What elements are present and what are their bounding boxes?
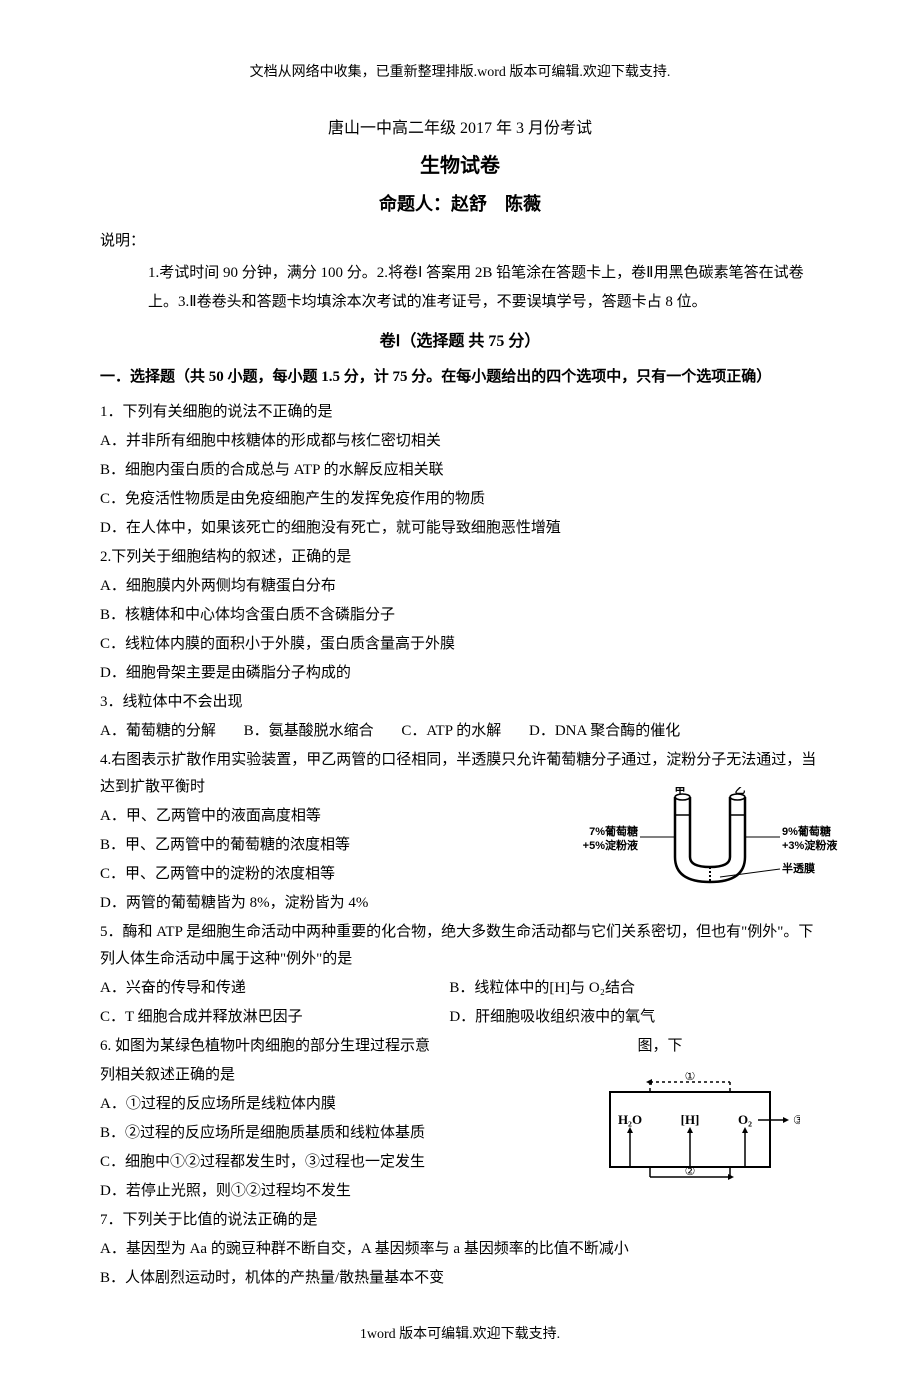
q6-stem-line1: 6. 如图为某绿色植物叶肉细胞的部分生理过程示意 图，下 [100,1033,820,1060]
q2-option-d: D．细胞骨架主要是由磷脂分子构成的 [100,660,820,687]
q5-option-a: A．兴奋的传导和传递 [100,975,446,1002]
question-5: 5．酶和 ATP 是细胞生命活动中两种重要的化合物，绝大多数生命活动都与它们关系… [100,919,820,1031]
exam-subject: 生物试卷 [100,148,820,184]
q6-diagram: ① H₂O [H] O₂ ③ [600,1072,800,1182]
question-4: 4.右图表示扩散作用实验装置，甲乙两管的口径相同，半透膜只允许葡萄糖分子通过，淀… [100,747,820,917]
q1-option-c: C．免疫活性物质是由免疫细胞产生的发挥免疫作用的物质 [100,486,820,513]
footer-note: 1word 版本可编辑.欢迎下载支持. [100,1322,820,1347]
instructions-label: 说明： [100,228,820,255]
q1-stem: 1．下列有关细胞的说法不正确的是 [100,399,820,426]
q7-option-a: A．基因型为 Aa 的豌豆种群不断自交，A 基因频率与 a 基因频率的比值不断减… [100,1236,820,1263]
q4-right-sol2: +3%淀粉液 [782,838,838,852]
section-title: 卷Ⅰ（选择题 共 75 分） [100,328,820,357]
q6-stem-part1: 6. 如图为某绿色植物叶肉细胞的部分生理过程示意 [100,1038,430,1054]
q6-arrow3: ③ [793,1113,800,1127]
exam-authors: 命题人：赵舒 陈薇 [100,188,820,220]
q4-left-sol1: 7%葡萄糖 [589,824,638,838]
section-desc: 一．选择题（共 50 小题，每小题 1.5 分，计 75 分。在每小题给出的四个… [100,365,820,391]
q6-h2o: H₂O [618,1112,642,1127]
q1-option-b: B．细胞内蛋白质的合成总与 ATP 的水解反应相关联 [100,457,820,484]
q3-option-c: C．ATP 的水解 [401,718,501,745]
q7-stem: 7．下列关于比值的说法正确的是 [100,1207,820,1234]
q5-option-d: D．肝细胞吸收组织液中的氧气 [449,1004,795,1031]
q6-arrow2: ② [685,1164,696,1178]
q4-membrane-label: 半透膜 [782,861,815,875]
q1-option-d: D．在人体中，如果该死亡的细胞没有死亡，就可能导致细胞恶性增殖 [100,515,820,542]
question-7: 7．下列关于比值的说法正确的是 A．基因型为 Aa 的豌豆种群不断自交，A 基因… [100,1207,820,1292]
q3-stem: 3．线粒体中不会出现 [100,689,820,716]
q2-option-c: C．线粒体内膜的面积小于外膜，蛋白质含量高于外膜 [100,631,820,658]
q5-options-row2: C．T 细胞合成并释放淋巴因子 D．肝细胞吸收组织液中的氧气 [100,1004,820,1031]
header-note: 文档从网络中收集，已重新整理排版.word 版本可编辑.欢迎下载支持. [100,60,820,85]
question-2: 2.下列关于细胞结构的叙述，正确的是 A．细胞膜内外两侧均有糖蛋白分布 B．核糖… [100,544,820,687]
question-1: 1．下列有关细胞的说法不正确的是 A．并非所有细胞中核糖体的形成都与核仁密切相关… [100,399,820,542]
q4-left-tube-label: 甲 [675,787,686,796]
q3-option-b: B．氨基酸脱水缩合 [244,718,374,745]
q4-left-sol2: +5%淀粉液 [583,838,639,852]
q4-diagram: 甲 乙 7%葡萄糖 +5%淀粉液 9%葡萄糖 +3%淀粉液 半透膜 [580,787,840,907]
question-3: 3．线粒体中不会出现 A．葡萄糖的分解 B．氨基酸脱水缩合 C．ATP 的水解 … [100,689,820,745]
q5-stem: 5．酶和 ATP 是细胞生命活动中两种重要的化合物，绝大多数生命活动都与它们关系… [100,919,820,973]
q3-option-a: A．葡萄糖的分解 [100,718,216,745]
q6-o2: O₂ [738,1112,752,1127]
q5-option-c: C．T 细胞合成并释放淋巴因子 [100,1004,446,1031]
q7-option-b: B．人体剧烈运动时，机体的产热量/散热量基本不变 [100,1265,820,1292]
q2-option-a: A．细胞膜内外两侧均有糖蛋白分布 [100,573,820,600]
q5-option-b: B．线粒体中的[H]与 O₂结合 [449,975,795,1002]
question-6: 6. 如图为某绿色植物叶肉细胞的部分生理过程示意 图，下 列相关叙述正确的是 A… [100,1033,820,1205]
instructions-body: 1.考试时间 90 分钟，满分 100 分。2.将卷Ⅰ 答案用 2B 铅笔涂在答… [100,259,820,316]
q2-stem: 2.下列关于细胞结构的叙述，正确的是 [100,544,820,571]
q3-option-d: D．DNA 聚合酶的催化 [529,718,680,745]
q6-arrow1: ① [685,1072,696,1083]
exam-title: 唐山一中高二年级 2017 年 3 月份考试 [100,115,820,144]
q4-right-sol1: 9%葡萄糖 [782,824,831,838]
q6-stem-part2: 图，下 [638,1038,683,1054]
q4-right-tube-label: 乙 [735,787,746,796]
q5-options-row1: A．兴奋的传导和传递 B．线粒体中的[H]与 O₂结合 [100,975,820,1002]
q2-option-b: B．核糖体和中心体均含蛋白质不含磷脂分子 [100,602,820,629]
q6-h: [H] [681,1112,700,1127]
q1-option-a: A．并非所有细胞中核糖体的形成都与核仁密切相关 [100,428,820,455]
q3-options: A．葡萄糖的分解 B．氨基酸脱水缩合 C．ATP 的水解 D．DNA 聚合酶的催… [100,718,820,745]
